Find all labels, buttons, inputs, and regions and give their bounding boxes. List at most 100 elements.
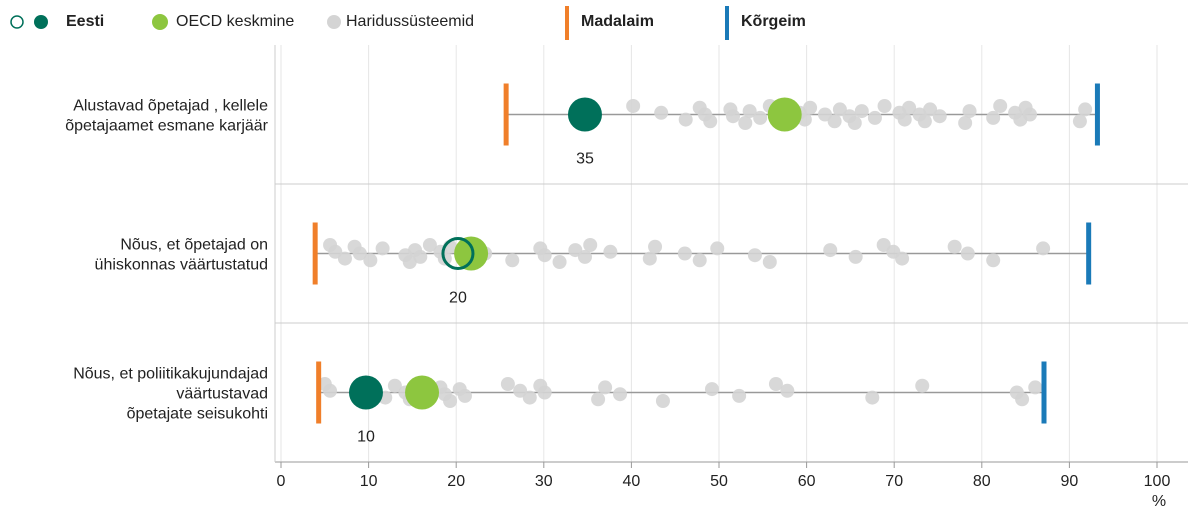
data-label: 35 <box>576 151 594 168</box>
oecd-dot <box>767 97 802 132</box>
legend-marker <box>34 15 48 29</box>
system-dot <box>323 383 338 398</box>
system-dot <box>642 251 657 266</box>
category-label: väärtustavad <box>176 386 268 403</box>
system-dot <box>958 116 973 130</box>
system-dot <box>375 241 390 256</box>
system-dot <box>613 387 628 402</box>
x-tick-label: 10 <box>360 473 378 490</box>
category-label: ühiskonnas väärtustatud <box>95 257 268 274</box>
category-label: õpetajate seisukohti <box>127 406 268 423</box>
legend-marker <box>327 15 341 29</box>
system-dot <box>626 99 641 113</box>
category-label: õpetajaamet esmane karjäär <box>65 118 268 135</box>
system-dot <box>768 377 783 391</box>
x-tick-label: 20 <box>447 473 465 490</box>
system-dot <box>591 392 606 407</box>
system-dot <box>552 255 567 269</box>
system-dot <box>742 104 757 119</box>
system-dot <box>726 109 741 124</box>
min-bar <box>316 361 322 424</box>
system-dot <box>537 385 552 400</box>
system-dot <box>1036 241 1051 256</box>
system-dot <box>848 249 863 264</box>
system-dot <box>780 383 795 398</box>
x-tick-label: 80 <box>973 473 991 490</box>
legend-label: Kõrgeim <box>741 13 806 30</box>
oecd-dot <box>405 375 440 410</box>
data-label: 20 <box>449 290 467 307</box>
category-label: Nõus, et poliitikakujundajad <box>73 366 268 383</box>
x-tick-label: 90 <box>1061 473 1079 490</box>
system-dot <box>897 112 912 127</box>
system-dot <box>678 112 693 127</box>
system-dot <box>598 380 613 395</box>
system-dot <box>895 251 910 266</box>
legend-label: Madalaim <box>581 13 654 30</box>
legend-label: Eesti <box>66 13 104 30</box>
x-tick-label: 60 <box>798 473 816 490</box>
x-tick-label: 50 <box>710 473 728 490</box>
min-bar <box>503 83 509 146</box>
system-dot <box>422 238 437 252</box>
x-axis-label: % <box>1152 493 1166 510</box>
system-dot <box>827 114 842 129</box>
x-tick-label: 0 <box>277 473 286 490</box>
system-dot <box>986 110 1001 125</box>
min-bar <box>312 222 318 285</box>
system-dot <box>738 116 753 130</box>
system-dot <box>1015 392 1030 407</box>
system-dot <box>577 249 592 264</box>
system-dot <box>654 105 669 120</box>
system-dot <box>803 100 818 115</box>
system-dot <box>583 238 598 252</box>
system-dot <box>413 249 428 264</box>
system-dot <box>762 255 777 269</box>
system-dot <box>1028 380 1043 395</box>
max-bar <box>1041 361 1047 424</box>
system-dot <box>867 110 882 125</box>
system-dot <box>648 239 663 254</box>
system-dot <box>337 251 352 266</box>
legend-marker-hollow <box>10 15 24 29</box>
system-dot <box>902 100 917 115</box>
system-dot <box>962 104 977 119</box>
system-dot <box>960 246 975 261</box>
system-dot <box>677 246 692 261</box>
system-dot <box>704 382 719 397</box>
system-dot <box>363 253 378 268</box>
system-dot <box>457 388 472 403</box>
system-dot <box>1022 107 1037 122</box>
max-bar <box>1094 83 1100 146</box>
eesti-dot <box>567 97 602 132</box>
system-dot <box>877 99 892 113</box>
system-dot <box>703 114 718 129</box>
system-dot <box>732 388 747 403</box>
system-dot <box>500 377 515 391</box>
system-dot <box>753 110 768 125</box>
system-dot <box>986 253 1001 268</box>
system-dot <box>865 390 880 405</box>
system-dot <box>655 394 670 408</box>
system-dot <box>505 253 520 268</box>
legend-label: Haridussüsteemid <box>346 13 474 30</box>
system-dot <box>402 255 417 269</box>
system-dot <box>993 99 1008 113</box>
system-dot <box>947 239 962 254</box>
system-dot <box>603 244 618 259</box>
system-dot <box>823 243 838 258</box>
x-tick-label: 40 <box>623 473 641 490</box>
max-bar <box>1086 222 1092 285</box>
eesti-dot <box>441 237 475 270</box>
x-tick-label: 70 <box>885 473 903 490</box>
legend-marker <box>152 14 168 30</box>
system-dot <box>1072 114 1087 129</box>
x-tick-label: 30 <box>535 473 553 490</box>
system-dot <box>932 109 947 124</box>
system-dot <box>522 390 537 405</box>
legend-label: OECD keskmine <box>176 13 294 30</box>
system-dot <box>854 104 869 119</box>
system-dot <box>847 116 862 130</box>
system-dot <box>352 246 367 261</box>
